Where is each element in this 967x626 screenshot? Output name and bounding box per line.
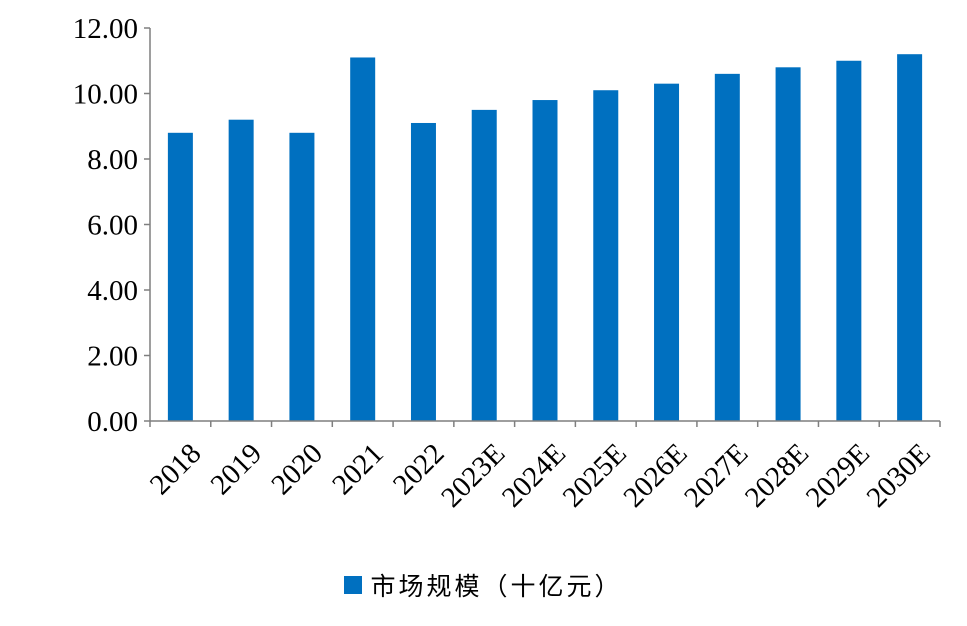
x-tick-label: 2019 [205,437,269,501]
x-tick-label: 2023E [435,437,511,513]
bar-2021 [350,57,376,421]
x-tick-label: 2020 [265,437,329,501]
y-tick-label: 6.00 [87,210,138,242]
x-tick-label: 2027E [678,437,754,513]
x-tick-label: 2025E [557,437,633,513]
bar-2018 [167,132,193,422]
legend-swatch [344,576,363,594]
x-tick-label: 2029E [800,437,876,513]
x-tick-label: 2030E [861,437,937,513]
y-axis: 0.00 2.00 4.00 6.00 8.00 10.00 12.00 [73,13,151,438]
x-tick-label: 2026E [617,437,693,513]
bars-layer [167,54,923,422]
legend-label: 市场规模（十亿元） [370,572,623,601]
x-tick-label: 2028E [739,437,815,513]
bar-2028E [775,67,801,422]
bar-2023E [471,109,497,422]
y-tick-label: 12.00 [73,13,138,45]
bar-2026E [654,83,680,422]
bar-2019 [228,119,254,421]
x-tick-label: 2021 [326,437,390,501]
x-axis: 201820192020202120222023E2024E2025E2026E… [144,420,941,514]
x-tick-label: 2024E [496,437,572,513]
bar-2027E [714,73,740,421]
x-tick-label: 2018 [144,437,208,501]
y-tick-label: 2.00 [87,341,138,373]
bar-2030E [897,54,923,421]
y-tick-label: 4.00 [87,275,138,307]
bar-2022 [410,122,436,421]
y-tick-label: 8.00 [87,144,138,176]
bar-2020 [289,132,315,422]
y-tick-label: 10.00 [73,79,138,111]
bar-2025E [593,90,619,421]
y-tick-label: 0.00 [87,406,138,438]
bar-2024E [532,100,558,422]
bar-2029E [836,60,862,421]
legend: 市场规模（十亿元） [0,568,967,602]
